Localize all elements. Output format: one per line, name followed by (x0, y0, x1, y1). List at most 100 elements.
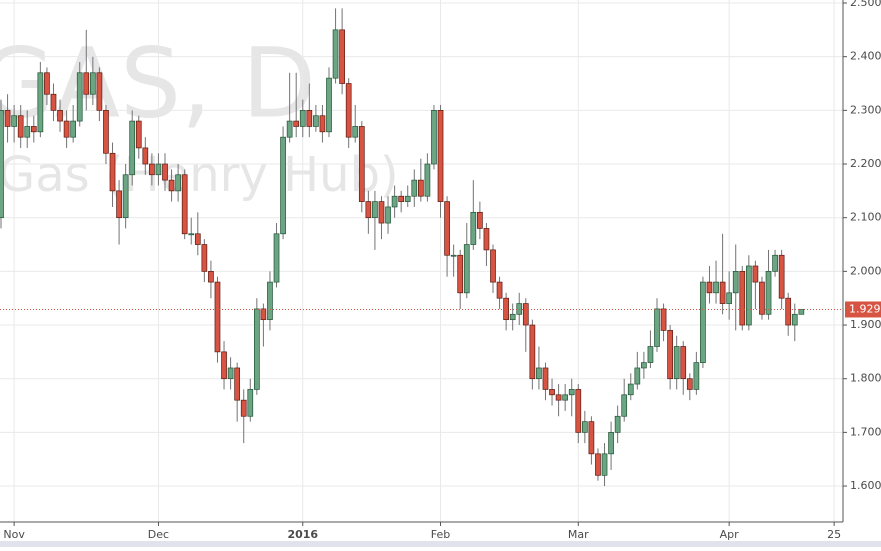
candle-body (562, 394, 569, 401)
y-tick-label: 2.400 (850, 50, 881, 63)
candle-body (260, 308, 267, 321)
candle-body (496, 281, 503, 299)
y-tick-label: 2.100 (850, 211, 881, 224)
candle-body (358, 126, 365, 202)
candle-body (791, 313, 798, 326)
x-tick-label: Nov (3, 528, 25, 541)
candle-body (339, 29, 345, 84)
candle-body (588, 421, 595, 455)
candle-body (103, 109, 109, 154)
candle-body (608, 432, 614, 455)
candle-body (477, 211, 483, 229)
candle-body (752, 265, 759, 283)
candle-body (555, 394, 562, 401)
candle-body (188, 233, 195, 236)
candle-body (109, 152, 116, 192)
y-tick-label: 2.500 (850, 0, 881, 9)
candle-body (568, 389, 575, 396)
last-price-box (845, 301, 881, 318)
candle-body (693, 362, 700, 390)
y-tick-label: 1.700 (850, 425, 881, 438)
candle-body (798, 309, 805, 315)
candle-body (70, 120, 77, 138)
candle-body (280, 136, 286, 235)
candle-body (208, 271, 214, 283)
candle-body (181, 174, 188, 235)
candle-body (404, 195, 411, 202)
candle-body (37, 72, 44, 133)
candle-body (470, 211, 477, 245)
candle-body (221, 351, 227, 380)
y-tick-label: 2.200 (850, 157, 881, 170)
candle-body (247, 389, 254, 417)
candle-body (745, 265, 752, 326)
y-tick-label: 1.900 (850, 318, 881, 331)
candle-body (660, 308, 667, 331)
candle-body (4, 109, 11, 127)
candle-body (240, 399, 247, 417)
x-tick-label: 25 (827, 528, 841, 541)
candle-body (522, 303, 529, 326)
candle-body (627, 383, 634, 396)
candle-body (450, 254, 457, 257)
candle-body (739, 271, 746, 326)
candle-body (726, 292, 733, 304)
candle-body (253, 308, 260, 390)
candle-body (326, 77, 332, 133)
candle-body (24, 126, 31, 138)
candle-body (313, 115, 319, 127)
candle-body (365, 201, 372, 219)
x-tick-label: Mar (568, 528, 589, 541)
candle-body (719, 281, 726, 304)
candle-body (116, 190, 122, 219)
last-price-label: 1.929 (849, 302, 881, 315)
candle-body (529, 324, 536, 380)
candle-body (57, 109, 63, 122)
candle-body (155, 163, 162, 176)
candle-body (542, 367, 549, 390)
candle-body (509, 313, 516, 321)
candle-body (175, 174, 181, 192)
candle-body (234, 367, 241, 401)
candle-body (759, 281, 765, 315)
candle-body (431, 109, 437, 165)
candle-body (772, 254, 778, 272)
candle-body (306, 109, 313, 127)
candle-body (732, 271, 739, 294)
candle-body (63, 120, 70, 138)
bottom-bar (0, 541, 881, 547)
candle-body (581, 421, 588, 433)
candle-body (50, 93, 57, 111)
candle-body (437, 109, 444, 202)
candle-body (227, 367, 234, 380)
candle-body (667, 330, 673, 380)
candle-body (490, 249, 496, 283)
candle-body (17, 115, 24, 138)
candle-body (463, 244, 470, 294)
candle-body (444, 201, 450, 256)
candle-body (503, 297, 509, 321)
y-tick-label: 1.800 (850, 372, 881, 385)
y-tick-label: 2.300 (850, 103, 881, 116)
candle-body (89, 72, 96, 95)
candle-body (641, 362, 647, 369)
x-tick-label: Apr (720, 528, 740, 541)
candle-body (411, 179, 418, 197)
candle-body (0, 109, 4, 219)
candle-body (595, 453, 601, 476)
candle-body (680, 346, 687, 380)
watermark-subtitle: Gas (Henry Hub) (0, 147, 399, 203)
candle-body (614, 415, 621, 433)
candle-body (135, 120, 142, 149)
candle-body (706, 281, 713, 294)
candle-body (83, 72, 90, 95)
candle-body (194, 233, 201, 245)
candle-body (30, 126, 37, 133)
candle-body (122, 174, 129, 219)
candle-body (168, 179, 175, 192)
candle-body (398, 195, 405, 202)
candle-body (391, 195, 398, 208)
candle-body (385, 206, 391, 224)
candle-body (129, 120, 136, 176)
